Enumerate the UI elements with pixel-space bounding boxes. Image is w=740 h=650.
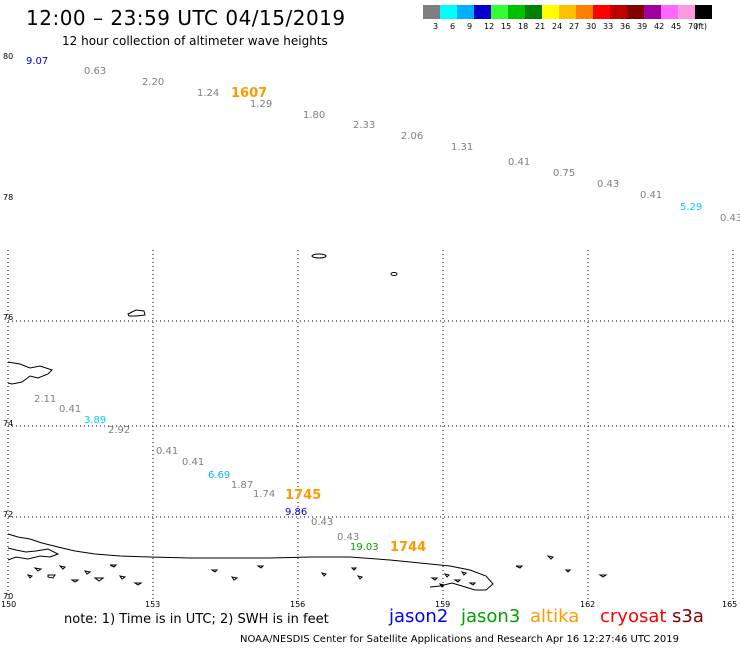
islets bbox=[26, 555, 608, 588]
obs-label: 1.31 bbox=[451, 142, 474, 153]
obs-label: 2.06 bbox=[401, 131, 424, 142]
obs-label: 0.75 bbox=[553, 168, 576, 179]
color-scale-label: 39 bbox=[637, 22, 648, 31]
color-scale-label: 15 bbox=[501, 22, 512, 31]
obs-timestamp: 1744 bbox=[390, 540, 427, 555]
obs-label: 1.74 bbox=[253, 489, 276, 500]
map-title: 12:00 – 23:59 UTC 04/15/2019 bbox=[26, 6, 346, 30]
lon-label-153: 153 bbox=[145, 600, 161, 609]
color-scale-swatch bbox=[474, 5, 491, 19]
lon-label-156: 156 bbox=[290, 600, 306, 609]
obs-label: 0.41 bbox=[156, 446, 179, 457]
color-scale-swatch bbox=[508, 5, 525, 19]
obs-timestamp: 1607 bbox=[231, 86, 268, 101]
island-bear bbox=[127, 309, 146, 317]
coastline bbox=[7, 253, 608, 591]
obs-label: 0.43 bbox=[337, 532, 360, 543]
lon-label-162: 162 bbox=[580, 600, 596, 609]
island-kolguev bbox=[311, 253, 327, 259]
color-scale-swatch bbox=[423, 5, 440, 19]
lon-label-159: 159 bbox=[435, 600, 451, 609]
novaya-zemlya-coast bbox=[7, 533, 494, 591]
color-scale-swatch bbox=[559, 5, 576, 19]
obs-label: 6.69 bbox=[208, 470, 231, 481]
color-scale-swatch bbox=[576, 5, 593, 19]
legend-jason2: jason2 bbox=[389, 606, 449, 627]
color-scale-swatch bbox=[610, 5, 627, 19]
obs-label: 0.43 bbox=[720, 213, 740, 224]
color-scale-label: 30 bbox=[586, 22, 597, 31]
color-scale-label: (ft) bbox=[695, 22, 708, 31]
lat-label-70: 70 bbox=[3, 592, 14, 601]
color-scale-label: 45 bbox=[671, 22, 682, 31]
credit-line: NOAA/NESDIS Center for Satellite Applica… bbox=[240, 634, 679, 645]
color-scale-label: 27 bbox=[569, 22, 580, 31]
lat-label-76: 76 bbox=[3, 313, 14, 322]
color-scale-label: 24 bbox=[552, 22, 563, 31]
obs-label: 0.41 bbox=[508, 157, 531, 168]
color-scale-swatch bbox=[457, 5, 474, 19]
color-scale-swatch bbox=[695, 5, 712, 19]
island-small-north bbox=[390, 272, 398, 276]
color-scale-swatch bbox=[542, 5, 559, 19]
obs-label: 9.86 bbox=[285, 507, 308, 518]
obs-label: 2.11 bbox=[34, 394, 57, 405]
color-scale-label: 42 bbox=[654, 22, 665, 31]
obs-label: 0.41 bbox=[182, 457, 205, 468]
color-scale-label: 33 bbox=[603, 22, 614, 31]
coast-segment-west bbox=[7, 547, 60, 561]
obs-label: 2.20 bbox=[142, 77, 165, 88]
color-scale-label: 6 bbox=[450, 22, 456, 31]
obs-label: 1.80 bbox=[303, 110, 326, 121]
color-scale-swatch bbox=[491, 5, 508, 19]
color-scale-label: 9 bbox=[467, 22, 473, 31]
obs-label: 3.89 bbox=[84, 415, 107, 426]
color-scale-swatch bbox=[661, 5, 678, 19]
obs-label: 1.87 bbox=[231, 480, 254, 491]
obs-label: 5.29 bbox=[680, 202, 703, 213]
lat-label-78: 78 bbox=[3, 193, 14, 202]
color-scale-swatch bbox=[644, 5, 661, 19]
footnote: note: 1) Time is in UTC; 2) SWH is in fe… bbox=[64, 612, 329, 627]
obs-label: 1.29 bbox=[250, 99, 273, 110]
obs-label: 9.07 bbox=[26, 56, 49, 67]
legend-jason3: jason3 bbox=[461, 606, 521, 627]
color-scale-swatch bbox=[678, 5, 695, 19]
color-scale-label: 21 bbox=[535, 22, 546, 31]
legend-s3a: s3a bbox=[672, 606, 704, 627]
lon-label-165: 165 bbox=[722, 600, 738, 609]
obs-label: 0.41 bbox=[640, 190, 663, 201]
legend-cryosat: cryosat bbox=[600, 606, 667, 627]
lat-label-80: 80 bbox=[3, 52, 14, 61]
map-subtitle: 12 hour collection of altimeter wave hei… bbox=[62, 34, 328, 48]
legend-altika: altika bbox=[530, 606, 580, 627]
obs-timestamp: 1745 bbox=[285, 488, 322, 503]
wave-height-color-scale bbox=[423, 5, 712, 19]
obs-label: 0.63 bbox=[84, 66, 107, 77]
color-scale-label: 3 bbox=[433, 22, 439, 31]
color-scale-swatch bbox=[440, 5, 457, 19]
svalbard-coast bbox=[7, 361, 53, 385]
obs-label: 0.43 bbox=[597, 179, 620, 190]
color-scale-swatch bbox=[627, 5, 644, 19]
color-scale-label: 70 bbox=[688, 22, 699, 31]
graticule bbox=[7, 250, 734, 600]
obs-label: 19.03 bbox=[350, 542, 379, 553]
obs-label: 0.41 bbox=[59, 404, 82, 415]
lat-label-72: 72 bbox=[3, 510, 14, 519]
obs-label: 0.43 bbox=[311, 517, 334, 528]
obs-label: 2.33 bbox=[353, 120, 376, 131]
color-scale-label: 36 bbox=[620, 22, 631, 31]
obs-label: 2.92 bbox=[108, 425, 131, 436]
obs-label: 1.24 bbox=[197, 88, 220, 99]
color-scale-swatch bbox=[525, 5, 542, 19]
lat-label-74: 74 bbox=[3, 419, 14, 428]
color-scale-label: 12 bbox=[484, 22, 495, 31]
color-scale-label: 18 bbox=[518, 22, 529, 31]
lon-label-150: 150 bbox=[1, 600, 17, 609]
color-scale-swatch bbox=[593, 5, 610, 19]
